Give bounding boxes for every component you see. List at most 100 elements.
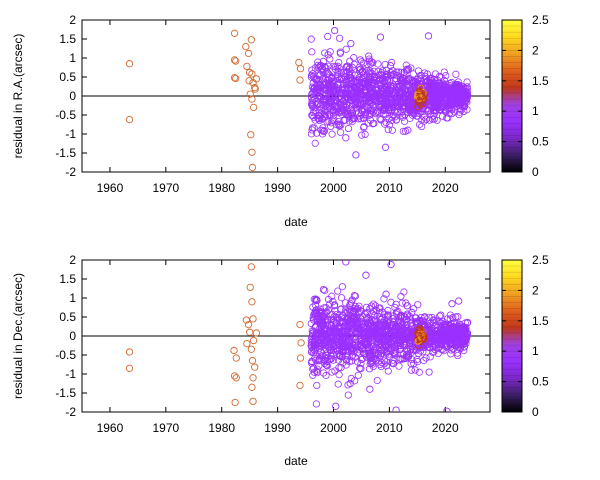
- colorbar-tick-label: 0.5: [532, 375, 549, 389]
- data-point: [249, 374, 257, 382]
- data-point: [417, 80, 425, 88]
- data-point: [342, 260, 350, 266]
- data-point: [351, 377, 359, 385]
- data-point: [230, 372, 239, 380]
- data-point: [380, 321, 388, 329]
- data-point: [333, 350, 341, 359]
- data-point: [404, 317, 412, 326]
- data-point: [312, 295, 321, 304]
- data-point: [432, 103, 440, 111]
- data-point: [314, 58, 322, 66]
- data-point: [311, 345, 320, 353]
- data-point: [336, 128, 345, 136]
- data-point: [344, 110, 353, 118]
- data-point: [382, 290, 390, 298]
- data-point: [329, 87, 337, 95]
- x-axis-label: date: [284, 454, 308, 468]
- data-point: [314, 331, 323, 339]
- data-point: [322, 371, 330, 380]
- x-tick-label: 1960: [97, 181, 124, 195]
- data-point: [326, 96, 335, 104]
- data-point: [331, 318, 339, 326]
- data-point: [429, 348, 437, 356]
- data-point: [315, 307, 323, 315]
- data-point: [432, 89, 440, 97]
- y-axis-label: residual in Dec.(arcsec): [11, 273, 25, 399]
- data-point: [379, 77, 387, 85]
- data-point: [452, 324, 460, 333]
- data-point: [398, 325, 406, 333]
- y-tick-label: -0.5: [55, 348, 76, 362]
- data-point: [317, 126, 325, 134]
- data-point: [441, 107, 449, 116]
- data-point: [376, 33, 385, 41]
- data-point: [343, 62, 352, 70]
- data-point: [246, 283, 254, 292]
- data-point: [335, 371, 343, 379]
- data-point: [309, 331, 317, 339]
- data-point: [426, 75, 434, 83]
- data-point: [311, 64, 319, 72]
- data-point: [354, 86, 362, 94]
- y-tick-label: 2: [69, 13, 76, 27]
- data-point: [427, 84, 435, 92]
- data-point: [435, 72, 443, 81]
- data-point: [369, 300, 378, 308]
- data-point: [397, 109, 405, 117]
- data-point: [398, 299, 406, 307]
- colorbar-tick-label: 0: [532, 405, 539, 419]
- data-point: [426, 353, 434, 361]
- data-point: [324, 32, 332, 41]
- data-point: [463, 83, 471, 91]
- data-point: [414, 67, 423, 75]
- data-point: [347, 39, 355, 48]
- data-point: [308, 48, 316, 56]
- x-tick-label: 1990: [264, 421, 291, 435]
- data-point: [428, 77, 436, 85]
- data-point: [251, 85, 259, 93]
- data-point: [396, 331, 404, 339]
- data-point: [431, 98, 439, 106]
- data-point: [334, 287, 342, 295]
- data-point: [432, 341, 440, 349]
- data-point: [342, 101, 351, 109]
- data-point: [439, 325, 447, 333]
- data-point: [385, 121, 393, 129]
- data-point: [332, 402, 340, 410]
- data-point: [358, 330, 366, 338]
- data-point: [416, 77, 425, 85]
- y-axis-label: residual in R.A.(arcsec): [11, 34, 25, 159]
- data-point: [384, 350, 393, 358]
- data-point: [342, 90, 350, 98]
- data-point: [414, 103, 422, 111]
- data-point: [431, 86, 439, 94]
- data-point: [366, 385, 374, 393]
- data-point: [452, 70, 460, 78]
- data-point: [410, 359, 418, 368]
- data-point: [318, 65, 326, 73]
- data-point: [311, 301, 320, 309]
- data-point: [365, 365, 374, 373]
- data-point: [308, 359, 316, 367]
- data-point: [373, 107, 382, 115]
- data-point: [436, 105, 445, 113]
- data-point: [334, 380, 342, 388]
- data-point: [401, 95, 409, 103]
- data-point: [248, 148, 256, 156]
- data-point: [352, 305, 361, 314]
- data-point: [230, 346, 238, 355]
- data-point: [247, 345, 255, 353]
- data-point: [248, 163, 257, 172]
- data-point: [248, 357, 257, 365]
- data-point: [357, 106, 366, 114]
- data-point: [385, 98, 393, 107]
- data-point: [338, 283, 346, 291]
- data-point: [328, 331, 336, 339]
- data-point: [428, 115, 437, 123]
- data-point: [358, 337, 366, 345]
- data-point: [396, 355, 404, 364]
- data-point: [330, 343, 338, 351]
- data-point: [413, 358, 422, 366]
- data-point: [406, 104, 414, 112]
- data-point: [338, 348, 347, 356]
